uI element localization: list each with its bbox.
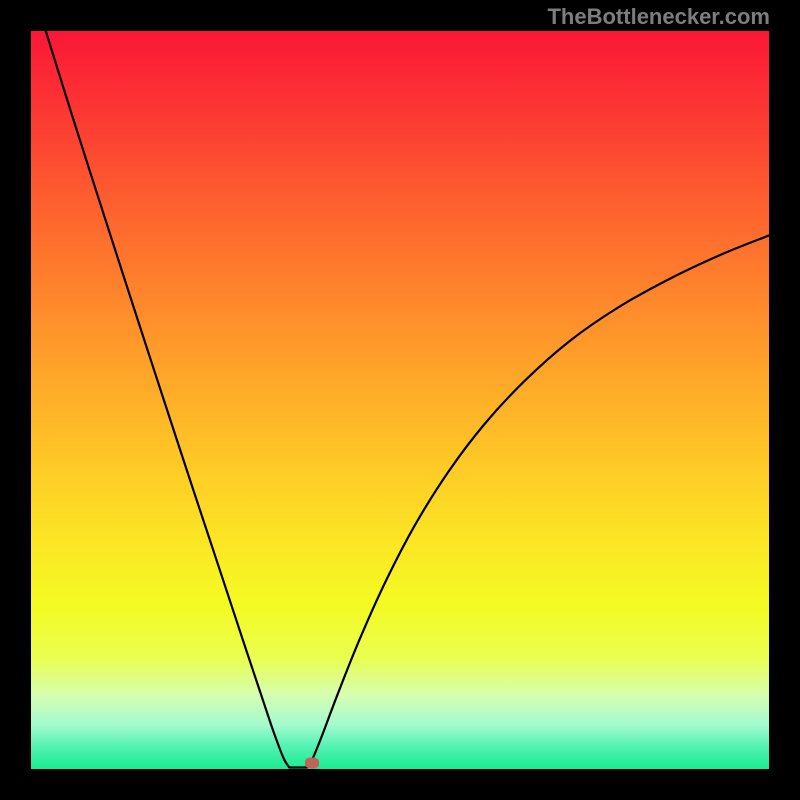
watermark-text: TheBottlenecker.com — [547, 4, 770, 30]
minimum-marker — [305, 758, 319, 769]
bottleneck-curve — [46, 31, 769, 768]
plot-area — [31, 31, 769, 769]
curve-layer — [31, 31, 769, 769]
chart-frame — [0, 0, 800, 800]
